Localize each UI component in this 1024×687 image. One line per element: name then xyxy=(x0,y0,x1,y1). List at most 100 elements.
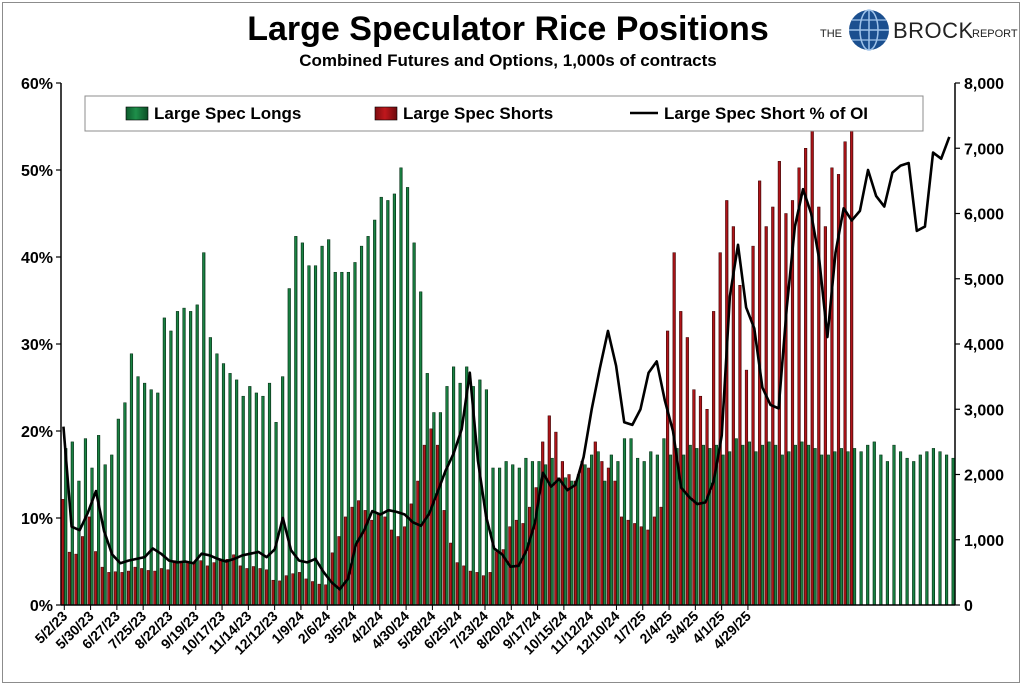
bar-short xyxy=(613,480,617,606)
bar-short xyxy=(620,516,624,606)
bar-long xyxy=(754,451,758,606)
bar-long xyxy=(899,451,903,606)
bar-short xyxy=(94,551,98,606)
bar-short xyxy=(67,551,71,606)
bar-long xyxy=(636,457,640,606)
bar-short xyxy=(744,369,749,606)
bar-long xyxy=(806,444,811,606)
bar-short xyxy=(357,500,361,606)
bar-long xyxy=(320,245,324,606)
bar-long xyxy=(563,477,567,606)
bar-short xyxy=(587,467,591,606)
bar-short xyxy=(74,553,78,606)
bar-long xyxy=(741,444,745,606)
bar-short xyxy=(784,213,788,606)
bar-long xyxy=(392,193,396,606)
bar-short xyxy=(278,580,282,606)
bar-short xyxy=(449,542,453,606)
bar-long xyxy=(438,412,442,606)
bar-short xyxy=(495,551,499,606)
bar-short xyxy=(317,583,321,606)
bar-long xyxy=(261,395,265,606)
bar-long xyxy=(688,444,692,606)
bar-long xyxy=(721,454,725,606)
bar-long xyxy=(918,454,922,606)
legend-swatch xyxy=(374,106,398,121)
bar-long xyxy=(813,448,817,606)
bar-long xyxy=(169,330,173,606)
bar-long xyxy=(425,373,429,606)
logo-suffix: REPORT xyxy=(972,28,1018,40)
bar-short xyxy=(666,330,670,606)
bar-long xyxy=(622,438,627,606)
bar-long xyxy=(432,412,436,606)
bar-long xyxy=(728,451,732,606)
bar-long xyxy=(846,451,850,606)
bar-short xyxy=(186,561,190,606)
bar-long xyxy=(885,461,889,606)
legend-label: Large Spec Short % of OI xyxy=(664,104,868,123)
bar-long xyxy=(655,454,659,606)
bar-long xyxy=(77,480,81,606)
bar-long xyxy=(820,454,824,606)
bar-long xyxy=(478,379,482,606)
bar-long xyxy=(287,288,291,606)
right-tick-label: 1,000 xyxy=(964,533,1004,550)
bar-long xyxy=(294,236,298,606)
bar-long xyxy=(938,451,942,606)
bar-short xyxy=(574,480,578,606)
right-tick-label: 7,000 xyxy=(964,141,1004,158)
bar-short xyxy=(804,148,808,606)
bar-long xyxy=(912,461,916,606)
bar-short xyxy=(140,568,144,606)
bar-long xyxy=(281,376,285,606)
bar-short xyxy=(593,441,597,606)
bar-short xyxy=(265,569,269,606)
bar-short xyxy=(311,581,315,606)
bar-long xyxy=(642,461,646,606)
bar-long xyxy=(340,271,344,606)
bar-short xyxy=(679,311,683,606)
bar-short xyxy=(626,519,630,606)
chart-subtitle: Combined Futures and Options, 1,000s of … xyxy=(299,51,717,70)
bar-long xyxy=(682,454,686,606)
bar-short xyxy=(370,519,374,606)
right-tick-label: 6,000 xyxy=(964,207,1004,224)
bar-long xyxy=(327,239,331,606)
bar-long xyxy=(254,392,258,606)
bar-short xyxy=(403,526,407,606)
bar-long xyxy=(649,451,653,606)
bar-long xyxy=(267,382,272,606)
bar-short xyxy=(383,516,387,606)
right-tick-label: 3,000 xyxy=(964,402,1004,419)
bar-short xyxy=(107,572,111,606)
bar-short xyxy=(475,572,479,606)
legend-box xyxy=(84,95,924,132)
bar-long xyxy=(156,392,160,606)
bar-long xyxy=(412,242,416,606)
left-tick-label: 30% xyxy=(21,337,53,354)
bar-long xyxy=(202,252,206,606)
bar-long xyxy=(576,474,581,606)
bar-long xyxy=(300,242,304,606)
bar-long xyxy=(373,219,377,606)
bar-long xyxy=(97,435,101,606)
bar-long xyxy=(228,373,232,606)
bar-short xyxy=(376,513,380,606)
bar-long xyxy=(668,454,673,606)
bar-long xyxy=(879,454,883,606)
logo-name: BROCK xyxy=(893,18,974,43)
bar-long xyxy=(892,444,896,606)
bar-long xyxy=(590,454,594,606)
line-short-pct-oi xyxy=(62,136,951,591)
bar-long xyxy=(445,386,449,606)
bar-long xyxy=(859,451,863,606)
bar-long xyxy=(603,480,607,606)
bar-long xyxy=(596,451,600,606)
bar-short xyxy=(146,570,150,606)
bar-short xyxy=(192,562,196,606)
bar-long xyxy=(215,353,219,606)
bar-short xyxy=(758,180,762,606)
bar-short xyxy=(343,516,348,606)
bar-long xyxy=(386,200,390,606)
